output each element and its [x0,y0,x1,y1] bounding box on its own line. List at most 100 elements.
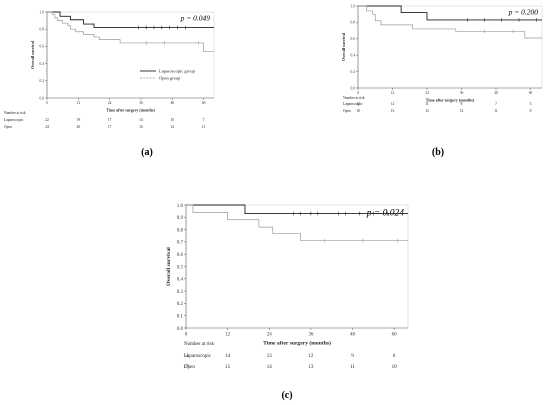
risk-count: 12 [308,354,314,359]
x-tick-label: 60 [202,101,206,105]
legend-label: Laparoscopic group [159,69,196,74]
risk-count: 20 [77,125,81,129]
x-tick-label: 24 [425,91,429,95]
risk-count: 9 [351,354,354,359]
y-tick-label: 0.4 [351,53,356,57]
x-tick-label: 36 [460,91,464,95]
x-tick-label: 24 [267,333,273,338]
x-tick-label: 0 [46,101,48,105]
x-tick-label: 48 [494,91,498,95]
x-tick-label: 0 [185,333,188,338]
x-tick-label: 24 [108,101,112,105]
y-tick-label: 0.0 [351,86,356,90]
y-tick-label: 0.4 [40,62,45,66]
x-tick-label: 60 [392,333,398,338]
risk-count: 10 [170,118,174,122]
p-value: p = 0.200 [508,8,539,17]
y-tick-label: 0.8 [177,228,184,233]
y-tick-label: 1.0 [177,204,184,209]
x-axis-label: Time after surgery (months) [106,108,155,113]
y-tick-label: 0.6 [40,45,45,49]
x-axis-label: Time after surgery (months) [426,98,475,103]
risk-count: 11 [202,125,206,129]
survival-curve-laparoscopic [47,11,214,28]
survival-curve-open [358,5,542,39]
risk-count: 17 [108,118,112,122]
risk-count: 5 [530,102,532,106]
km-panel-2: 0.0 0.1 0.2 0.3 0.4 0.5 0.6 0.7 0.8 0.9 1.0 0 12 24 36… [166,204,409,401]
y-tick-label: 0.0 [40,96,45,100]
risk-count: 7 [495,102,497,106]
risk-count: 11 [350,365,355,370]
x-tick-label: 12 [77,101,81,105]
y-tick-label: 0.2 [177,302,184,307]
risk-count: 17 [184,365,190,370]
risk-table-title: Number at risk [184,342,214,347]
risk-count: 8 [530,109,532,113]
y-tick-label: 0.5 [177,265,184,270]
risk-count: 16 [139,125,143,129]
y-axis-label: Overall survival [166,247,172,286]
y-tick-label: 1.0 [351,4,356,8]
risk-count: 6 [393,354,396,359]
y-tick-label: 0.2 [351,70,356,74]
survival-curve-laparoscopic [186,204,408,215]
survival-curve-open [186,204,408,242]
risk-row-label: Open [343,109,351,113]
y-tick-label: 0.9 [177,216,184,221]
risk-count: 14 [225,354,231,359]
risk-count: 13 [308,365,314,370]
y-tick-label: 0.7 [177,241,184,246]
y-tick-label: 0.6 [351,37,356,41]
risk-count: 10 [392,365,398,370]
x-axis-label: Time after surgery (months) [263,340,331,347]
risk-table-title: Number at risk [4,111,26,115]
risk-count: 11 [425,102,429,106]
y-tick-label: 0.6 [177,253,184,258]
x-tick-label: 12 [391,91,395,95]
risk-count: 15 [225,365,231,370]
km-panel-1: 0.0 0.2 0.4 0.6 0.8 1.0 0 12 24 36 48 60 Time after … [341,4,543,158]
risk-row-label: Laparoscopic [4,118,24,122]
risk-table-title: Number at risk [343,96,365,100]
x-tick-label: 0 [357,91,359,95]
y-tick-label: 0.3 [177,290,184,295]
survival-curve-open [47,11,214,52]
risk-count: 7 [203,118,205,122]
risk-count: 12 [460,109,464,113]
legend-label: Open group [159,76,181,81]
risk-count: 14 [267,365,273,370]
risk-count: 12 [425,109,429,113]
risk-count: 12 [356,102,360,106]
risk-count: 17 [108,125,112,129]
y-axis-label: Overall survival [341,32,346,61]
y-axis-label: Overall survival [30,40,35,69]
risk-row-label: Open [184,365,195,370]
risk-count: 8 [461,102,463,106]
risk-count: 19 [77,118,81,122]
y-tick-label: 0.2 [40,79,45,83]
km-panel-0: 0.0 0.2 0.4 0.6 0.8 1.0 0 12 24 36 48 60 Time after … [4,10,215,158]
risk-count: 12 [391,102,395,106]
risk-count: 13 [391,109,395,113]
y-tick-label: 1.0 [40,10,45,14]
risk-count: 18 [356,109,360,113]
risk-count: 22 [45,118,49,122]
y-tick-label: 0.8 [40,27,45,31]
x-tick-label: 36 [308,333,314,338]
risk-count: 24 [45,125,49,129]
x-tick-label: 12 [225,333,231,338]
risk-count: 11 [494,109,498,113]
x-tick-label: 36 [139,101,143,105]
risk-row-label: Open [4,125,12,129]
y-tick-label: 0.4 [177,278,184,283]
p-value: p = 0.049 [180,14,211,23]
risk-count: 14 [139,118,143,122]
risk-count: 14 [170,125,174,129]
risk-row-label: Laparoscopic [343,102,363,106]
x-tick-label: 48 [170,101,174,105]
y-tick-label: 0.8 [351,21,356,25]
risk-count: 13 [267,354,273,359]
survival-curve-laparoscopic [358,5,542,21]
